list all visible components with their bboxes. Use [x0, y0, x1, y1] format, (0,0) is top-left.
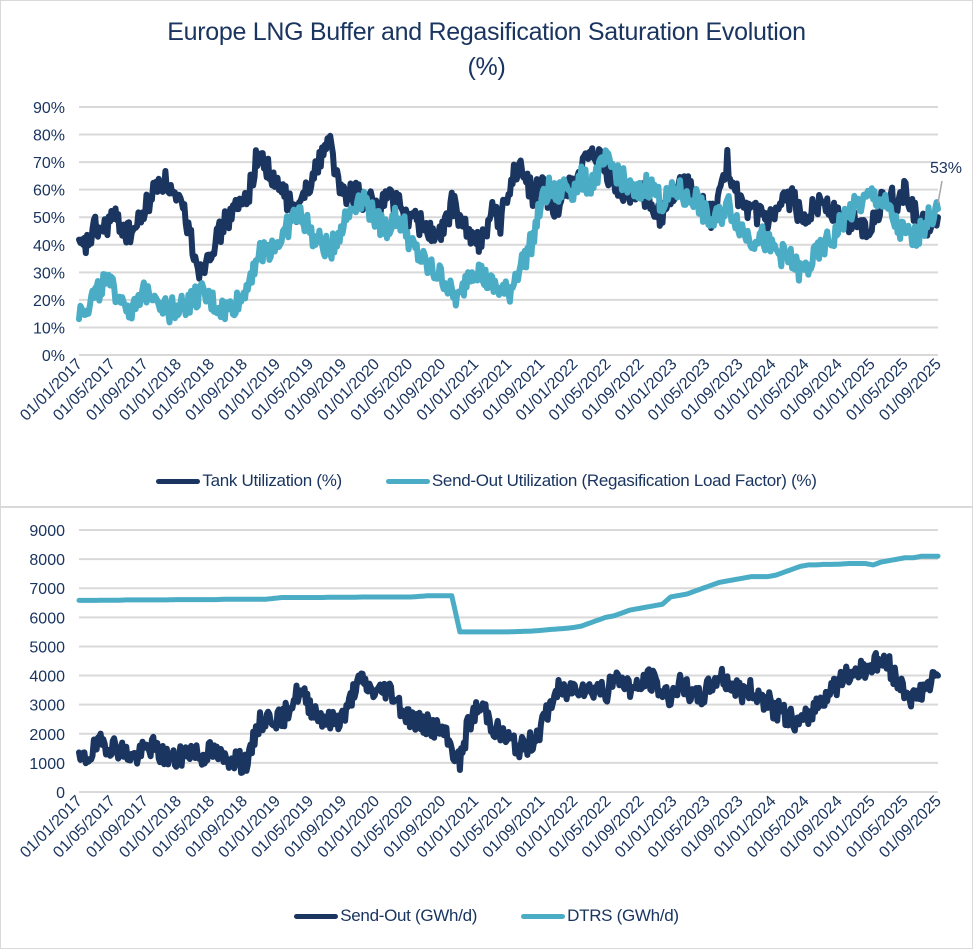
top-legend: Tank Utilization (%) Send-Out Utilizatio…: [0, 471, 973, 491]
y-tick-label: 2000: [29, 727, 65, 744]
y-tick-label: 9000: [29, 523, 65, 540]
y-tick-label: 5000: [29, 639, 65, 656]
y-tick-label: 8000: [29, 552, 65, 569]
y-tick-label: 4000: [29, 669, 65, 686]
legend-label: Tank Utilization (%): [202, 471, 342, 491]
y-tick-label: 7000: [29, 581, 65, 598]
bottom-legend: Send-Out (GWh/d) DTRS (GWh/d): [0, 906, 973, 926]
legend-swatch-teal: [521, 914, 565, 919]
legend-swatch-teal: [386, 479, 430, 484]
y-tick-label: 3000: [29, 698, 65, 715]
legend-label: DTRS (GWh/d): [567, 906, 679, 926]
y-tick-label: 0: [56, 785, 65, 802]
legend-item-send-out-utilization[interactable]: Send-Out Utilization (Regasification Loa…: [386, 471, 817, 491]
legend-item-send-out[interactable]: Send-Out (GWh/d): [294, 906, 477, 926]
series-line-dtrs-gwh-d: [79, 556, 938, 632]
legend-swatch-navy: [156, 479, 200, 484]
y-tick-label: 6000: [29, 610, 65, 627]
y-tick-label: 1000: [29, 756, 65, 773]
legend-label: Send-Out Utilization (Regasification Loa…: [432, 471, 817, 491]
legend-swatch-navy: [294, 914, 338, 919]
legend-label: Send-Out (GWh/d): [340, 906, 477, 926]
series-line-send-out-gwh-d: [79, 653, 938, 773]
legend-item-tank-utilization[interactable]: Tank Utilization (%): [156, 471, 342, 491]
legend-item-dtrs[interactable]: DTRS (GWh/d): [521, 906, 679, 926]
